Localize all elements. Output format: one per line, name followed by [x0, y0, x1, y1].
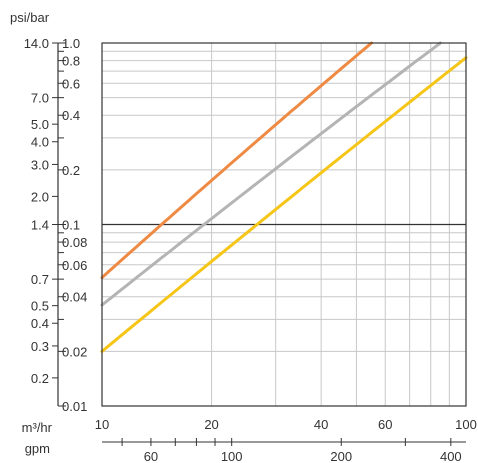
bar-tick-label: 0.08: [62, 235, 87, 250]
psi-tick-label: 1.4: [31, 218, 49, 233]
series-line-3: [100, 56, 468, 353]
bar-tick-label: 0.04: [62, 290, 87, 305]
psi-tick-label: 3.0: [31, 157, 49, 172]
psi-tick-label: 0.5: [31, 299, 49, 314]
bar-tick-label: 0.06: [62, 258, 87, 273]
bar-tick-label: 0.2: [62, 163, 80, 178]
gpm-tick-label: 100: [221, 449, 243, 463]
axis-ticks: [52, 42, 466, 446]
psi-tick-label: 0.4: [31, 316, 49, 331]
psi-tick-label: 4.0: [31, 135, 49, 150]
psi-tick-label: 5.0: [31, 117, 49, 132]
m3hr-tick-label: 20: [204, 417, 218, 432]
bar-tick-label: 0.6: [62, 76, 80, 91]
bar-tick-label: 0.02: [62, 344, 87, 359]
series-lines: [100, 41, 468, 353]
psi-tick-label: 0.3: [31, 339, 49, 354]
gpm-tick-label: 400: [440, 449, 462, 463]
psi-tick-label: 0.7: [31, 272, 49, 287]
bar-tick-label: 0.4: [62, 108, 80, 123]
m3hr-tick-label: 100: [455, 417, 477, 432]
psi-bar-axis-title: psi/bar: [10, 10, 50, 25]
series-line-2: [100, 41, 442, 307]
bar-tick-label: 0.8: [62, 54, 80, 69]
psi-tick-label: 2.0: [31, 189, 49, 204]
m3hr-tick-label: 60: [378, 417, 392, 432]
bar-tick-label: 0.01: [62, 399, 87, 414]
series-line-1: [100, 41, 373, 280]
psi-tick-label: 7.0: [31, 91, 49, 106]
psi-tick-label: 14.0: [24, 36, 49, 51]
m3hr-tick-label: 10: [95, 417, 109, 432]
m3hr-axis-title: m³/hr: [22, 420, 53, 435]
gpm-axis-title: gpm: [25, 441, 50, 456]
bar-tick-label: 1.0: [62, 36, 80, 51]
psi-tick-label: 0.2: [31, 371, 49, 386]
plot-frame: [101, 42, 467, 407]
grid: [101, 42, 466, 407]
gpm-tick-label: 200: [330, 449, 352, 463]
tick-labels: 1.0 0.8 0.6 0.4 0.2 0.1 0.08 0.06 0.04 0.02 0.01 14…: [24, 36, 477, 463]
gpm-tick-label: 60: [144, 449, 158, 463]
m3hr-tick-label: 40: [314, 417, 328, 432]
bar-tick-label: 0.1: [62, 218, 80, 233]
